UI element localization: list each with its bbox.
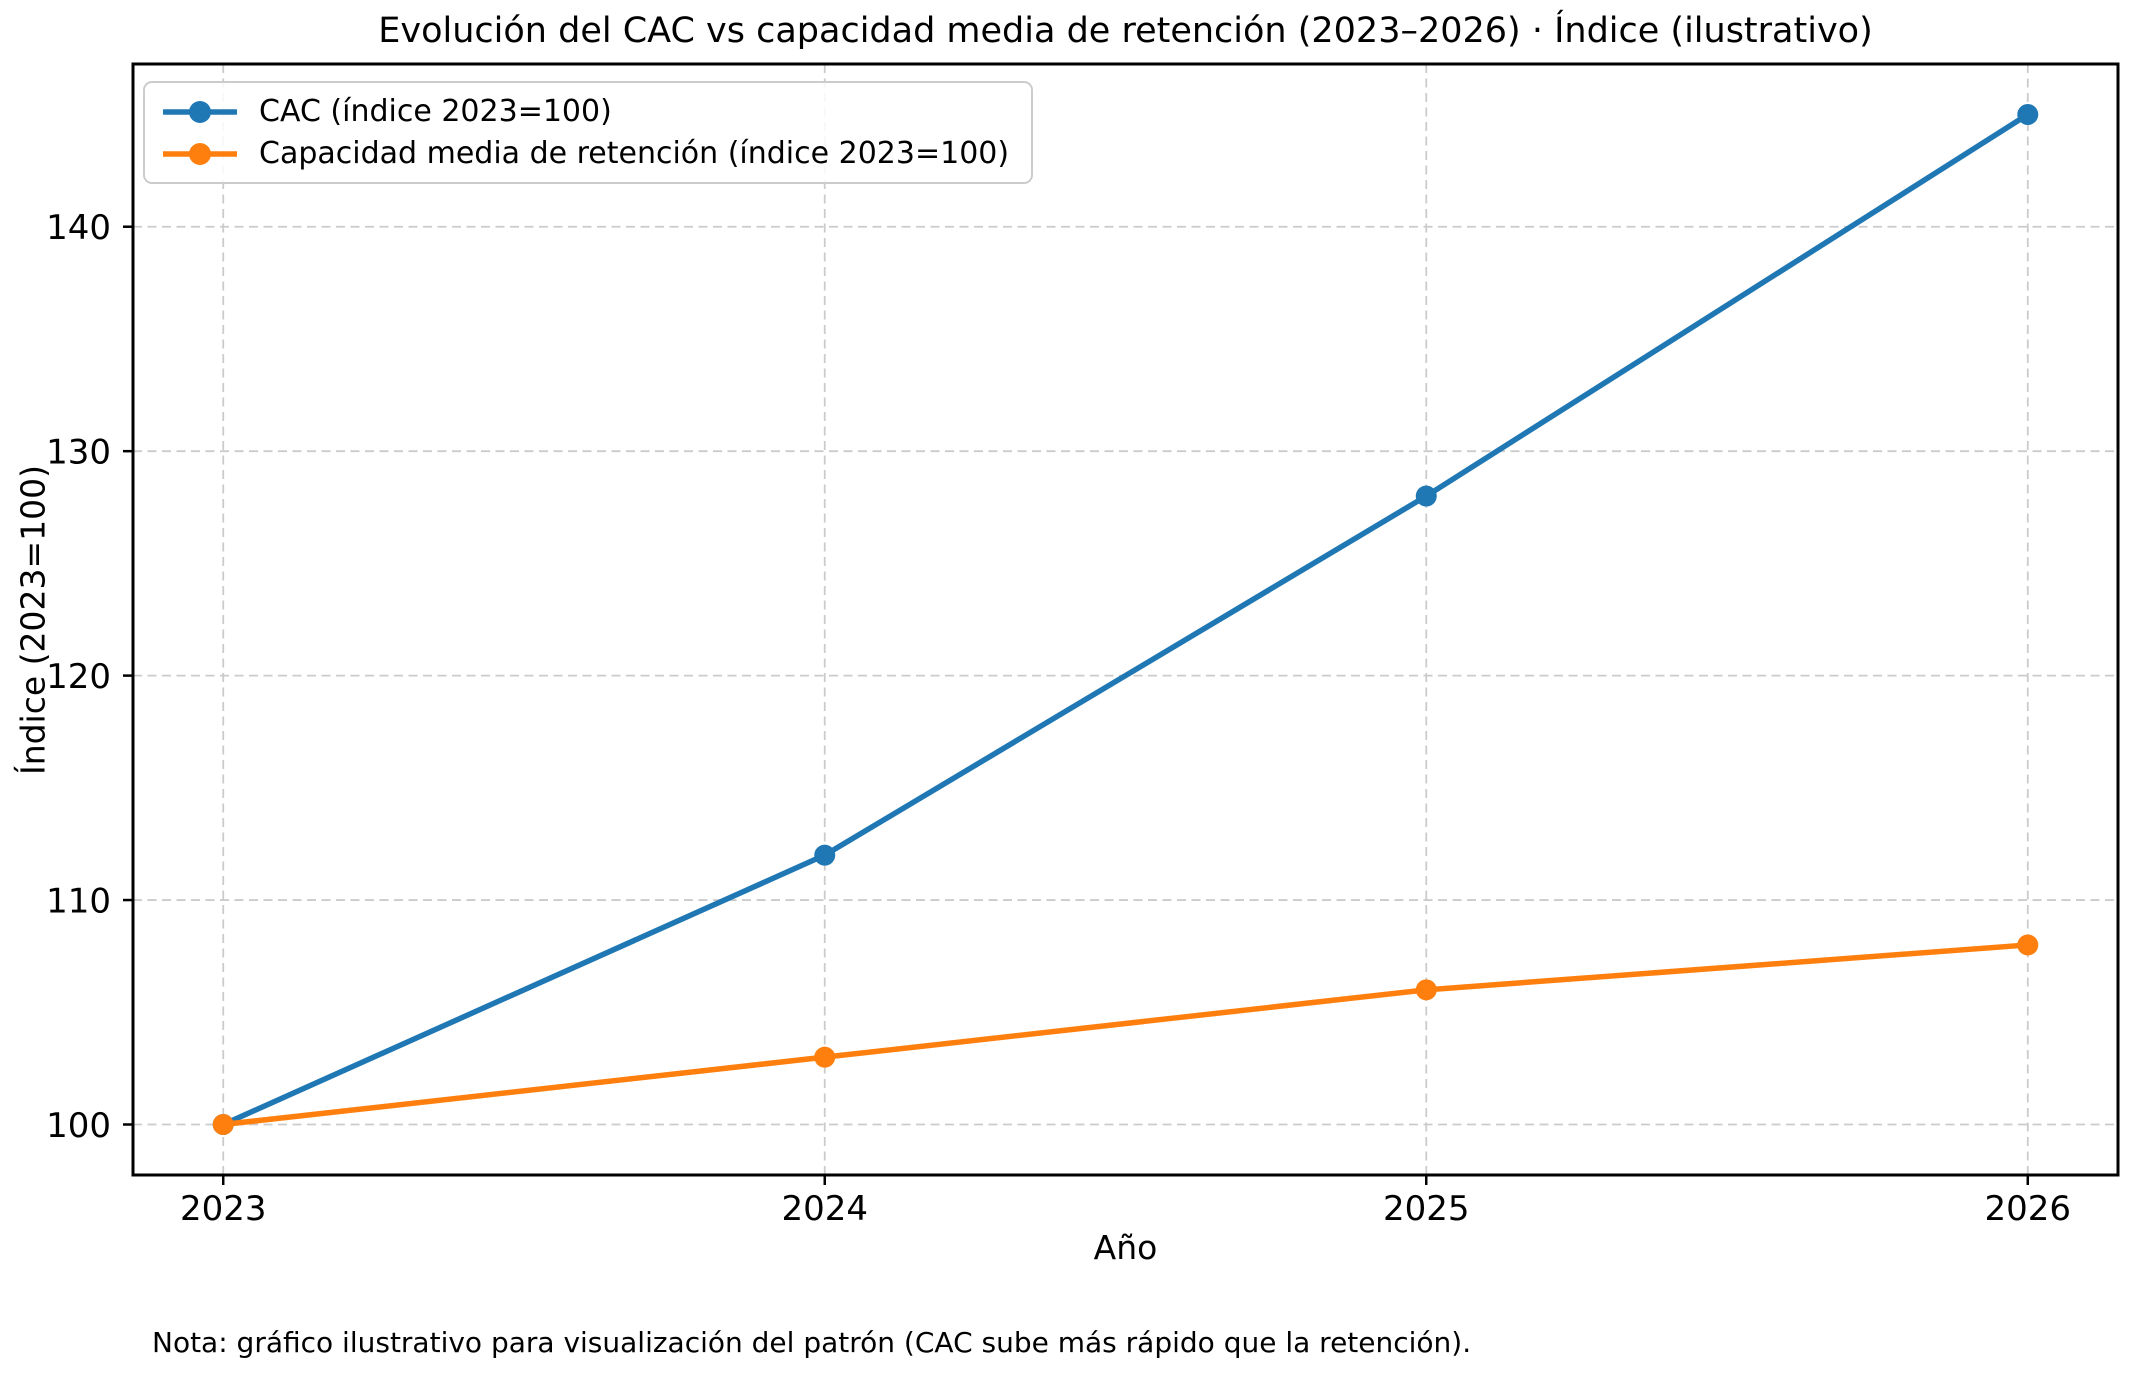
y-tick-label: 120	[46, 657, 111, 697]
data-point	[814, 1046, 836, 1068]
series-line-1	[220, 942, 2031, 1128]
x-tick-label: 2025	[1383, 1189, 1470, 1229]
y-tick-label: 110	[46, 882, 111, 922]
chart-title: Evolución del CAC vs capacidad media de …	[378, 11, 1873, 51]
y-axis-label: Índice (2023=100)	[13, 464, 53, 776]
data-point	[2017, 934, 2039, 956]
axes-spines	[131, 62, 2120, 1177]
y-tick-label: 100	[46, 1106, 111, 1146]
legend: CAC (índice 2023=100) Capacidad media de…	[143, 81, 1034, 184]
footnote: Nota: gráfico ilustrativo para visualiza…	[152, 1326, 1472, 1359]
x-axis-label: Año	[1093, 1228, 1158, 1267]
y-tick-label: 140	[46, 208, 111, 248]
legend-item-retencion: Capacidad media de retención (índice 202…	[159, 136, 1009, 171]
y-tick-label: 130	[46, 433, 111, 473]
legend-label-retencion: Capacidad media de retención (índice 202…	[259, 136, 1010, 171]
series-line-0	[220, 111, 2031, 1128]
cac-line-marker-swatch	[163, 100, 237, 123]
legend-item-cac: CAC (índice 2023=100)	[159, 94, 1009, 129]
data-point	[1415, 979, 1437, 1001]
legend-label-cac: CAC (índice 2023=100)	[259, 94, 612, 129]
data-point	[1415, 485, 1437, 507]
x-tick-label: 2024	[781, 1189, 868, 1229]
retencion-line-marker-swatch	[163, 142, 237, 165]
data-point	[814, 844, 836, 866]
data-point	[2017, 104, 2039, 125]
data-point	[212, 1114, 234, 1135]
x-tick-label: 2026	[1985, 1189, 2072, 1229]
x-tick-label: 2023	[180, 1189, 267, 1229]
